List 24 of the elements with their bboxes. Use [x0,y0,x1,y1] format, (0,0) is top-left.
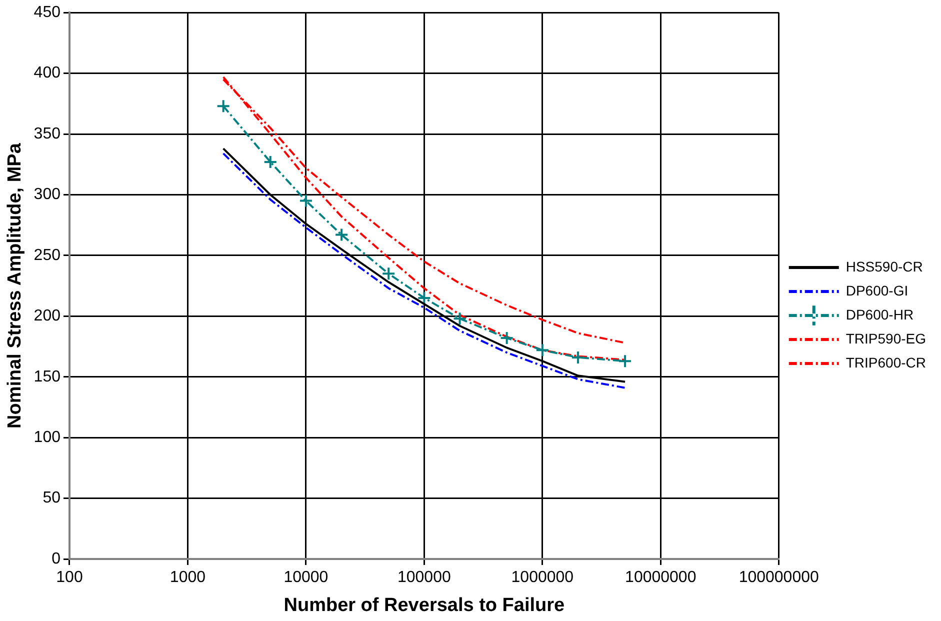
y-tick-label: 250 [34,246,61,264]
x-tick-label: 10000000 [625,569,696,586]
x-tick-label: 100000 [397,569,451,586]
x-tick-label: 100 [56,569,83,586]
y-tick-label: 450 [34,4,61,22]
legend-label: DP600-GI [846,282,908,298]
y-tick-label: 200 [34,308,61,325]
y-tick-label: 100 [34,428,61,446]
y-tick-label: 350 [34,125,61,142]
legend-label: TRIP590-EG [846,330,926,346]
y-axis-title: Nominal Stress Amplitude, MPa [4,142,26,429]
y-tick-label: 0 [52,550,61,568]
y-tick-label: 150 [34,368,61,386]
x-tick-label: 100000000 [738,569,820,586]
legend-label: DP600-HR [846,306,914,322]
legend-label: TRIP600-CR [846,354,926,370]
legend-label: HSS590-CR [846,258,923,274]
y-tick-label: 50 [42,490,61,507]
x-tick-label: 1000 [170,569,206,586]
x-tick-label: 1000000 [511,569,574,586]
x-axis-title: Number of Reversals to Failure [284,594,565,616]
y-tick-label: 400 [34,64,61,82]
x-tick-label: 10000 [284,569,328,586]
y-tick-label: 300 [34,186,61,204]
